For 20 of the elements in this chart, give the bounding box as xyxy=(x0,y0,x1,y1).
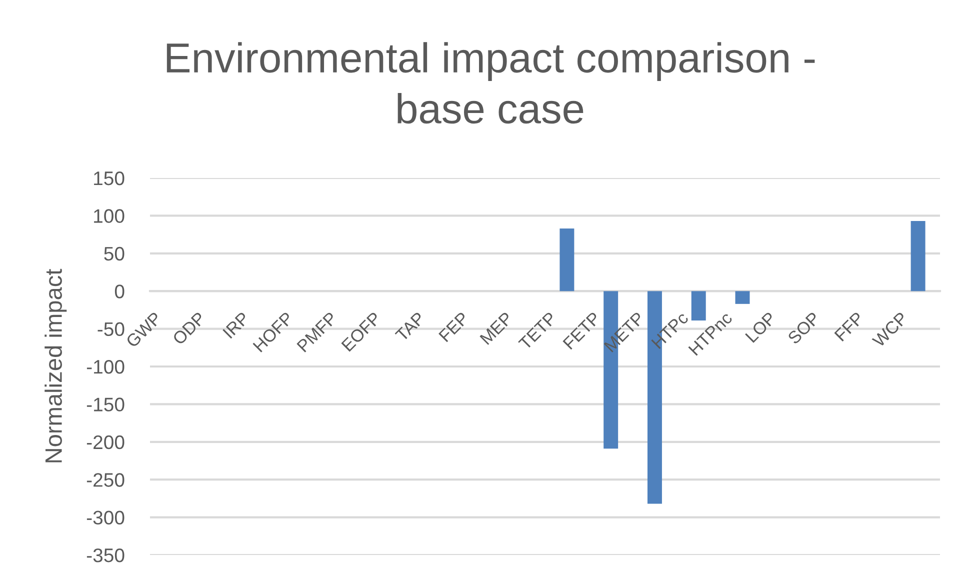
chart-title: Environmental impact comparison - base case xyxy=(166,42,815,124)
bar xyxy=(735,291,750,304)
x-tick-label: FEP xyxy=(438,311,470,342)
y-tick-label: -350 xyxy=(86,548,124,562)
y-tick-label: -150 xyxy=(86,398,124,412)
y-tick-label: 0 xyxy=(114,284,124,298)
x-tick-label: IRP xyxy=(222,311,250,339)
y-tick-label: 100 xyxy=(94,209,124,223)
bar xyxy=(910,220,926,292)
y-tick-label: -300 xyxy=(86,510,124,525)
x-tick-label: FFP xyxy=(834,311,864,342)
bar xyxy=(560,228,574,292)
y-tick-label: -50 xyxy=(98,322,124,336)
y-tick-label: 150 xyxy=(94,171,124,186)
y-tick-label: 50 xyxy=(104,246,124,261)
y-tick-label: -100 xyxy=(86,360,124,374)
x-tick-label: TAP xyxy=(394,311,426,342)
y-tick-label: -200 xyxy=(86,435,124,450)
y-axis-title: Normalized impact xyxy=(44,268,67,462)
y-tick-label: -250 xyxy=(86,473,124,487)
